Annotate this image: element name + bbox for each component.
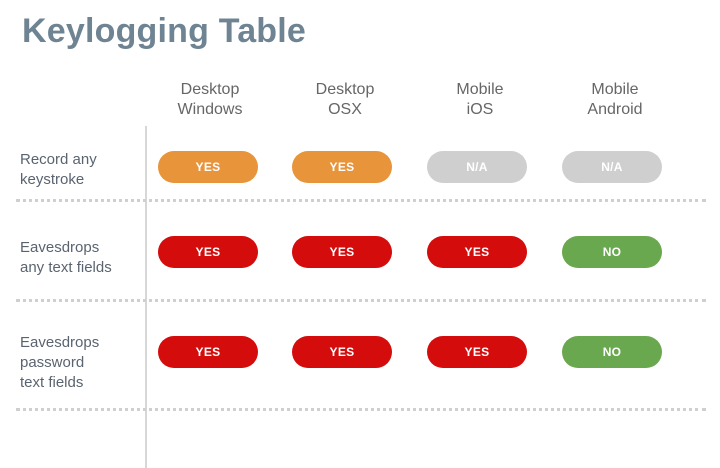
column-header-mobile-android: Mobile Android [555, 80, 675, 120]
status-pill: YES [158, 336, 258, 368]
column-header-line: Desktop [180, 81, 240, 98]
column-header-line: Windows [177, 101, 243, 118]
status-pill: YES [158, 236, 258, 268]
row-label-line: Eavesdrops [20, 334, 100, 351]
status-pill: NO [562, 236, 662, 268]
row-label-line: any text fields [20, 259, 112, 276]
page-title: Keylogging Table [22, 12, 307, 50]
column-header-line: Desktop [315, 81, 375, 98]
column-header-desktop-osx: Desktop OSX [285, 80, 405, 120]
status-pill: YES [427, 236, 527, 268]
row-label-line: text fields [20, 374, 84, 391]
row-divider [16, 408, 706, 411]
status-pill: N/A [562, 151, 662, 183]
column-header-mobile-ios: Mobile iOS [420, 80, 540, 120]
row-label-record-keystroke: Record any keystroke [20, 150, 140, 190]
row-divider [16, 299, 706, 302]
row-label-line: Record any [20, 151, 97, 168]
status-pill: YES [158, 151, 258, 183]
column-header-line: OSX [328, 101, 362, 118]
column-header-line: Mobile [591, 81, 639, 98]
vertical-divider [145, 126, 147, 468]
row-label-line: keystroke [20, 171, 85, 188]
status-pill: YES [292, 236, 392, 268]
row-divider [16, 199, 706, 202]
status-pill: N/A [427, 151, 527, 183]
column-header-line: Android [587, 101, 643, 118]
status-pill: NO [562, 336, 662, 368]
row-label-line: Eavesdrops [20, 239, 100, 256]
row-label-eavesdrops-text-fields: Eavesdrops any text fields [20, 238, 140, 278]
column-header-line: iOS [466, 101, 494, 118]
row-label-line: password [20, 354, 85, 371]
row-label-eavesdrops-password-fields: Eavesdrops password text fields [20, 333, 140, 393]
column-header-desktop-windows: Desktop Windows [150, 80, 270, 120]
status-pill: YES [292, 336, 392, 368]
column-header-line: Mobile [456, 81, 504, 98]
status-pill: YES [427, 336, 527, 368]
status-pill: YES [292, 151, 392, 183]
